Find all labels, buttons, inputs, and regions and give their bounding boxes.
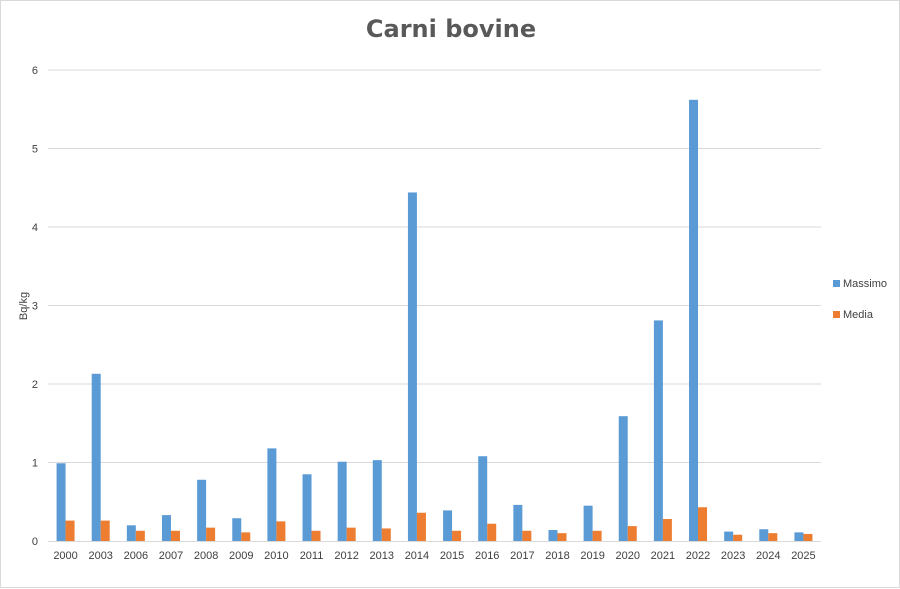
bar-media-2007 <box>170 530 180 541</box>
bar-media-2024 <box>768 533 778 541</box>
gridlines <box>48 69 821 463</box>
x-tick-label: 2015 <box>440 550 464 562</box>
chart-title: Carni bovine <box>366 15 536 43</box>
y-tick-label: 2 <box>32 379 38 391</box>
bar-massimo-2025 <box>794 532 804 541</box>
y-tick-label: 4 <box>32 222 38 234</box>
bar-media-2006 <box>135 530 145 541</box>
bar-media-2020 <box>627 526 637 541</box>
bar-media-2009 <box>241 532 251 541</box>
bar-media-2013 <box>381 528 391 541</box>
x-tick-label: 2007 <box>159 550 183 562</box>
bar-massimo-2017 <box>513 504 523 541</box>
legend: Massimo Media <box>833 278 887 321</box>
x-tick-label: 2008 <box>194 550 218 562</box>
bar-massimo-2014 <box>407 192 417 541</box>
bar-massimo-2000 <box>56 463 66 541</box>
bar-massimo-2011 <box>302 474 312 541</box>
bar-massimo-2007 <box>161 515 171 541</box>
x-tick-label: 2009 <box>229 550 253 562</box>
y-tick-label: 3 <box>32 301 38 313</box>
x-tick-label: 2024 <box>756 550 780 562</box>
bar-massimo-2013 <box>372 460 382 541</box>
bar-massimo-2016 <box>478 456 488 541</box>
x-tick-label: 2022 <box>686 550 710 562</box>
bar-media-2011 <box>311 530 321 541</box>
y-tick-label: 5 <box>32 144 38 156</box>
bar-massimo-2015 <box>443 510 453 541</box>
x-tick-label: 2018 <box>545 550 569 562</box>
bar-media-2015 <box>452 530 462 541</box>
bar-media-2022 <box>698 507 708 541</box>
bar-massimo-2024 <box>759 529 769 541</box>
x-tick-label: 2000 <box>53 550 77 562</box>
x-tick-label: 2016 <box>475 550 499 562</box>
x-tick-label: 2023 <box>721 550 745 562</box>
bar-massimo-2019 <box>583 505 593 541</box>
y-tick-label: 1 <box>32 458 38 470</box>
x-tick-label: 2011 <box>300 550 324 562</box>
x-tick-label: 2017 <box>510 550 534 562</box>
x-tick-label: 2010 <box>264 550 288 562</box>
bar-massimo-2020 <box>618 416 628 541</box>
bar-media-2021 <box>662 519 672 541</box>
bar-media-2017 <box>522 530 532 541</box>
bar-massimo-2003 <box>91 373 101 541</box>
y-axis-label: Bq/kg <box>18 292 30 320</box>
x-tick-label: 2006 <box>124 550 148 562</box>
y-axis-ticks: 0 1 2 3 4 5 6 <box>32 65 38 548</box>
bar-massimo-2010 <box>267 448 277 541</box>
x-tick-label: 2025 <box>791 550 815 562</box>
bar-massimo-2012 <box>337 461 347 541</box>
x-tick-label: 2013 <box>370 550 394 562</box>
bar-massimo-2023 <box>724 531 734 541</box>
y-tick-label: 6 <box>32 65 38 77</box>
y-tick-label: 0 <box>32 536 38 548</box>
bar-media-2003 <box>100 520 110 541</box>
x-tick-label: 2012 <box>334 550 358 562</box>
bar-massimo-2018 <box>548 530 558 541</box>
legend-label-media: Media <box>843 309 874 321</box>
bar-massimo-2008 <box>197 479 207 541</box>
x-tick-label: 2014 <box>405 550 429 562</box>
bar-media-2025 <box>803 533 813 541</box>
legend-swatch-massimo <box>833 280 840 287</box>
bar-massimo-2006 <box>126 525 136 541</box>
legend-label-massimo: Massimo <box>843 278 887 290</box>
x-tick-label: 2020 <box>616 550 640 562</box>
bar-massimo-2022 <box>689 99 699 541</box>
bar-massimo-2021 <box>653 320 663 541</box>
x-tick-label: 2021 <box>651 550 675 562</box>
bar-media-2019 <box>592 530 602 541</box>
x-tick-label: 2003 <box>88 550 112 562</box>
bar-media-2012 <box>346 527 356 541</box>
legend-swatch-media <box>833 311 840 318</box>
bar-media-2023 <box>733 534 743 541</box>
bar-media-2016 <box>487 523 497 541</box>
bar-media-2010 <box>276 521 286 541</box>
bar-media-2008 <box>206 527 216 541</box>
bar-media-2018 <box>557 533 567 541</box>
bars <box>56 99 813 541</box>
x-tick-label: 2019 <box>580 550 604 562</box>
x-axis-ticks: 2000 2003 2006 2007 2008 2009 2010 2011 2012 2013… <box>53 550 815 562</box>
bar-media-2000 <box>65 520 75 541</box>
bar-media-2014 <box>416 512 426 541</box>
bar-massimo-2009 <box>232 518 242 541</box>
